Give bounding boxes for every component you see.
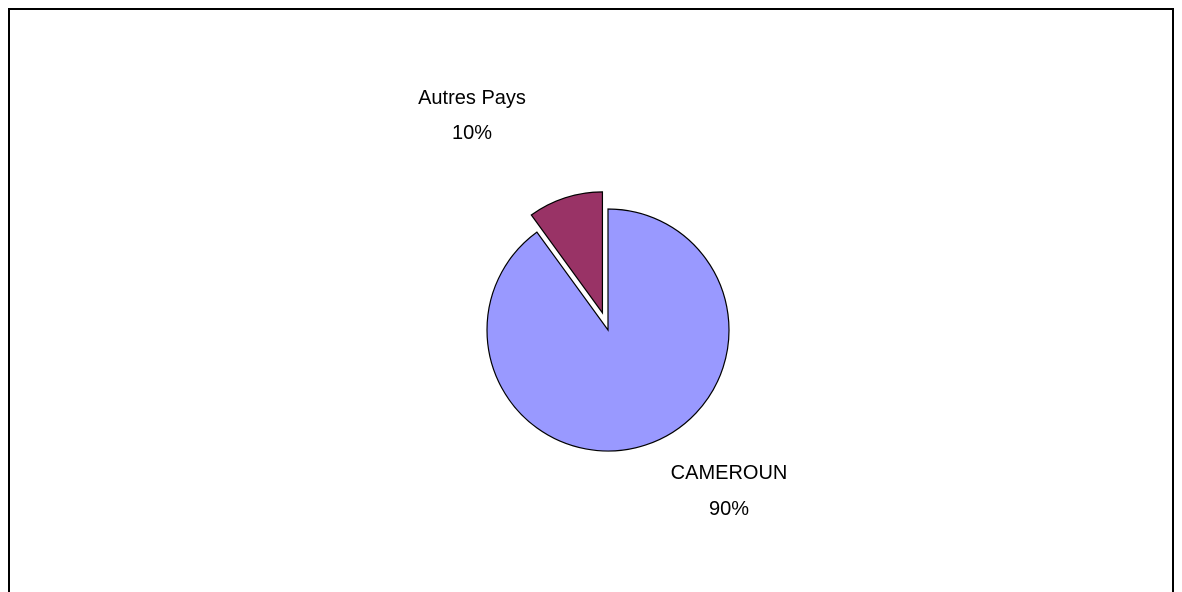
pie-slice-autres-pays — [530, 191, 604, 315]
chart-area — [8, 8, 1174, 592]
slice-percent-cameroun: 90% — [709, 498, 749, 520]
pie-slice-cameroun — [486, 208, 730, 452]
slice-label-cameroun: CAMEROUN — [671, 462, 788, 484]
slice-percent-autres-pays: 10% — [452, 122, 492, 144]
slice-labels: CAMEROUN 90% Autres Pays 10% — [418, 87, 787, 520]
slice-label-autres-pays: Autres Pays — [418, 87, 526, 109]
pie-slices — [486, 191, 730, 452]
